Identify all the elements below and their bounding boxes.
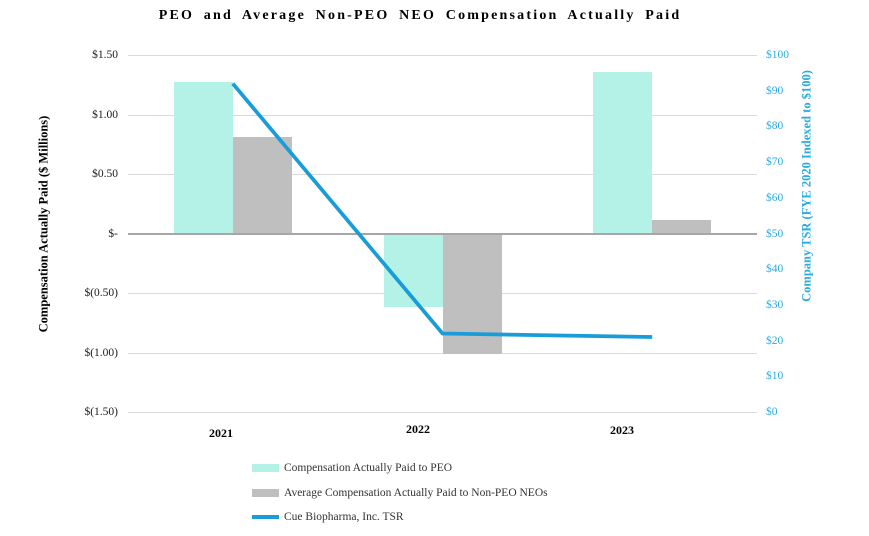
legend-item: Cue Biopharma, Inc. TSR bbox=[252, 509, 404, 525]
left-axis-tick: $(0.50) bbox=[84, 287, 118, 299]
legend-label: Cue Biopharma, Inc. TSR bbox=[284, 511, 404, 523]
left-axis-tick: $1.50 bbox=[92, 49, 118, 61]
right-axis-tick: $10 bbox=[766, 370, 784, 382]
left-axis-tick: $1.00 bbox=[92, 109, 118, 121]
gridline bbox=[128, 55, 757, 56]
right-axis-tick: $20 bbox=[766, 335, 784, 347]
x-axis-label-2021: 2021 bbox=[209, 426, 233, 440]
bar-non-peo-neo-2023 bbox=[652, 220, 712, 234]
left-axis-tick: $(1.50) bbox=[84, 406, 118, 418]
bar-non-peo-neo-2021 bbox=[232, 137, 292, 234]
left-axis-tick: $(1.00) bbox=[84, 347, 118, 359]
right-axis-title: Company TSR (FYE 2020 Indexed to $100) bbox=[799, 70, 814, 302]
left-axis-tick: $0.50 bbox=[92, 168, 118, 180]
legend-label: Compensation Actually Paid to PEO bbox=[284, 462, 453, 474]
right-axis-tick: $60 bbox=[766, 192, 784, 204]
legend-swatch-non-peo-bar bbox=[252, 489, 279, 497]
legend-item: Average Compensation Actually Paid to No… bbox=[252, 485, 548, 501]
zero-axis-line bbox=[128, 233, 757, 235]
right-axis-tick: $70 bbox=[766, 156, 784, 168]
right-axis-tick: $40 bbox=[766, 263, 784, 275]
bar-peo-2023 bbox=[593, 71, 653, 234]
right-axis-tick: $50 bbox=[766, 228, 784, 240]
right-axis-tick: $90 bbox=[766, 85, 784, 97]
bar-peo-2021 bbox=[173, 82, 233, 234]
legend-label: Average Compensation Actually Paid to No… bbox=[284, 487, 548, 499]
left-axis-title: Compensation Actually Paid ($ Millions) bbox=[36, 115, 51, 333]
legend-item: Compensation Actually Paid to PEO bbox=[252, 460, 452, 476]
right-axis-tick: $0 bbox=[766, 406, 778, 418]
bar-peo-2022 bbox=[383, 233, 443, 308]
x-axis-label-2022: 2022 bbox=[406, 422, 430, 436]
left-axis-tick: $- bbox=[108, 228, 118, 240]
legend-swatch-tsr-line bbox=[252, 515, 279, 519]
chart-title: PEO and Average Non-PEO NEO Compensation… bbox=[158, 8, 682, 23]
right-axis-tick: $80 bbox=[766, 120, 784, 132]
right-axis-tick: $30 bbox=[766, 299, 784, 311]
legend-swatch-peo-bar bbox=[252, 464, 279, 472]
gridline bbox=[128, 412, 757, 413]
right-axis-tick: $100 bbox=[766, 49, 789, 61]
bar-non-peo-neo-2022 bbox=[442, 233, 502, 354]
x-axis-label-2023: 2023 bbox=[610, 423, 634, 437]
